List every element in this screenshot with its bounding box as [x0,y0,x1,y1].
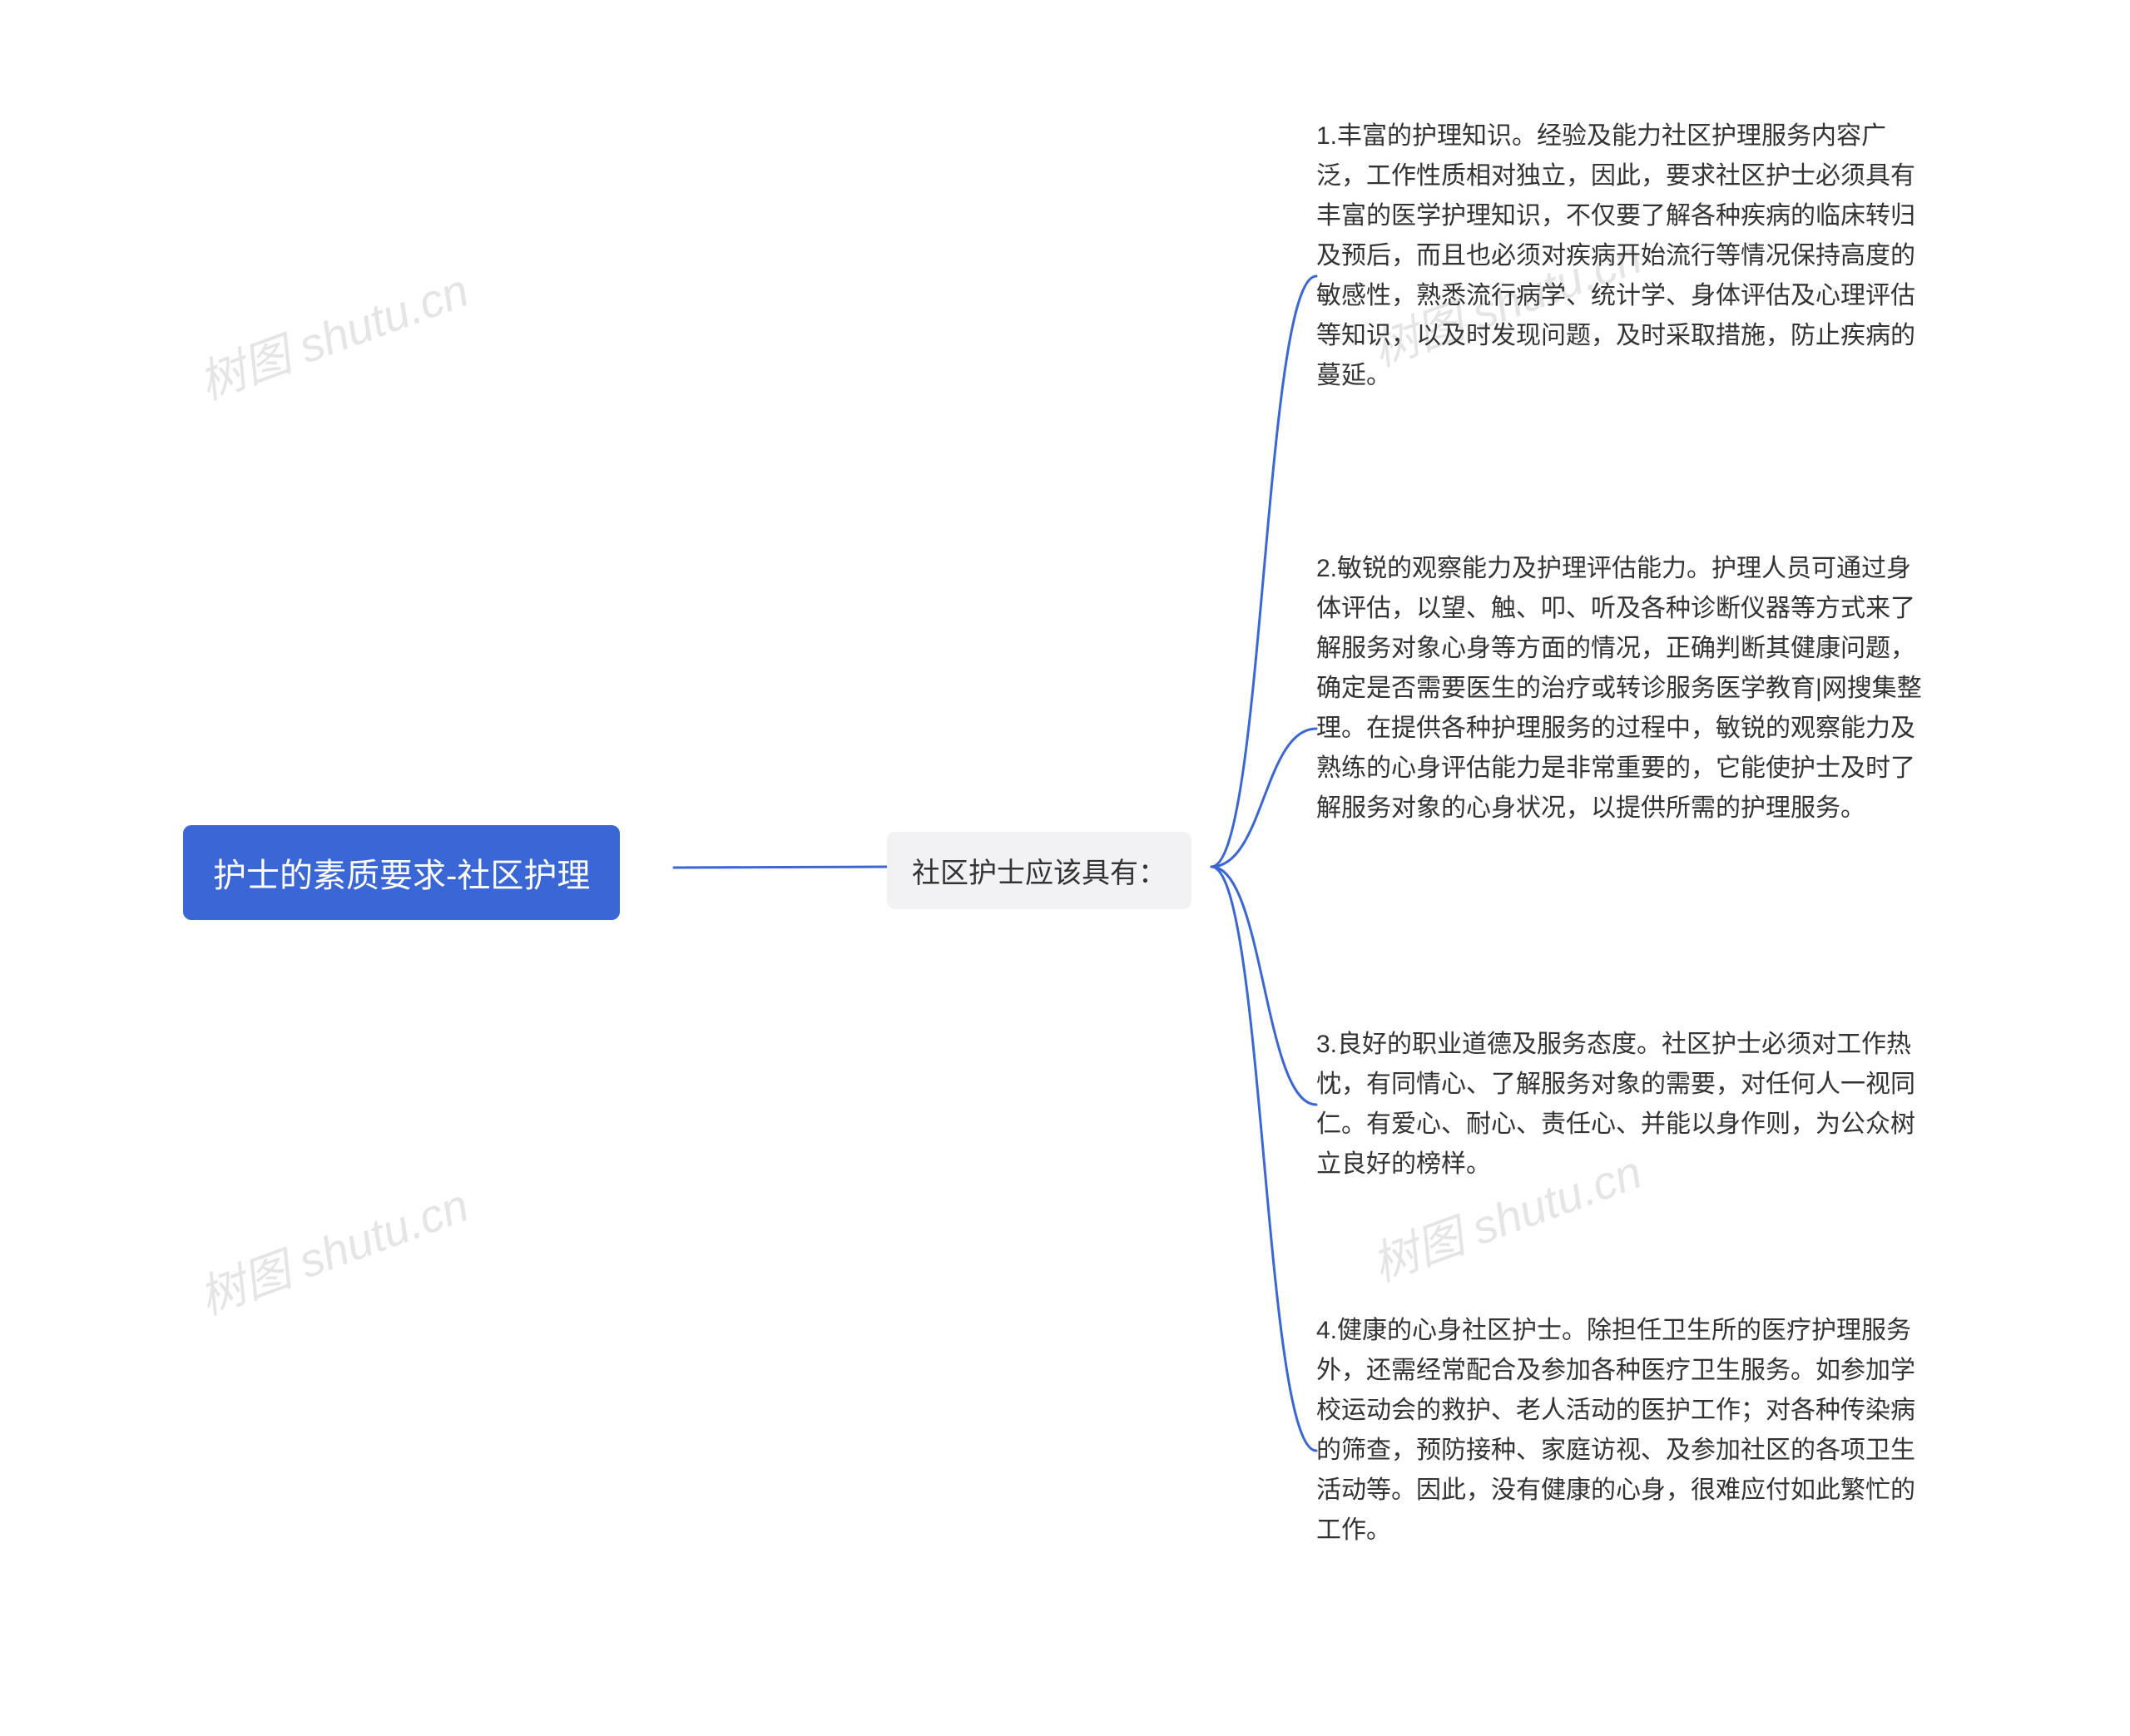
mindmap-sub-node[interactable]: 社区护士应该具有： [887,832,1191,909]
mindmap-root-node[interactable]: 护士的素质要求-社区护理 [183,825,620,920]
mindmap-container: 树图 shutu.cn 树图 shutu.cn 树图 shutu.cn 树图 s… [0,0,2130,1736]
watermark: 树图 shutu.cn [188,253,477,413]
mindmap-leaf-node[interactable]: 3.良好的职业道德及服务态度。社区护士必须对工作热忱，有同情心、了解服务对象的需… [1316,1025,1932,1185]
watermark: 树图 shutu.cn [188,1168,477,1328]
mindmap-leaf-node[interactable]: 2.敏锐的观察能力及护理评估能力。护理人员可通过身体评估，以望、触、叩、听及各种… [1316,549,1932,828]
mindmap-leaf-node[interactable]: 1.丰富的护理知识。经验及能力社区护理服务内容广泛，工作性质相对独立，因此，要求… [1316,116,1932,396]
mindmap-leaf-node[interactable]: 4.健康的心身社区护士。除担任卫生所的医疗护理服务外，还需经常配合及参加各种医疗… [1316,1311,1932,1551]
